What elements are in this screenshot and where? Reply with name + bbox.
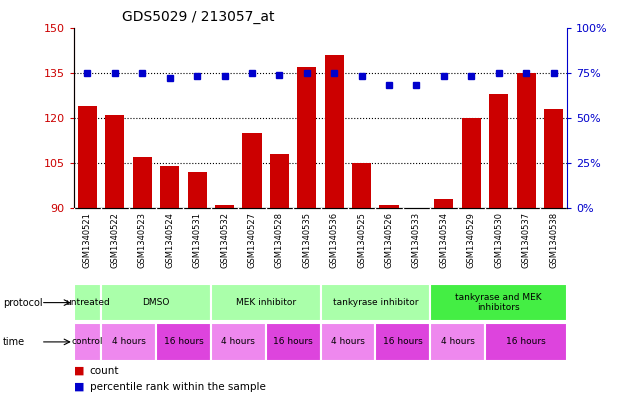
Bar: [156, 323, 211, 361]
Bar: [242, 133, 262, 208]
Bar: [133, 157, 152, 208]
Text: 16 hours: 16 hours: [506, 338, 546, 346]
Bar: [379, 205, 399, 208]
Bar: [270, 154, 289, 208]
Text: GSM1340524: GSM1340524: [165, 212, 174, 268]
Text: GSM1340536: GSM1340536: [329, 212, 338, 268]
Text: 16 hours: 16 hours: [273, 338, 313, 346]
Text: 4 hours: 4 hours: [331, 338, 365, 346]
Text: untreated: untreated: [65, 298, 110, 307]
Bar: [215, 205, 234, 208]
Bar: [376, 323, 430, 361]
Bar: [435, 199, 453, 208]
Bar: [211, 284, 320, 321]
Bar: [320, 284, 430, 321]
Bar: [544, 109, 563, 208]
Bar: [320, 323, 376, 361]
Bar: [462, 118, 481, 208]
Text: percentile rank within the sample: percentile rank within the sample: [90, 382, 265, 392]
Bar: [74, 284, 101, 321]
Bar: [517, 73, 536, 208]
Bar: [352, 163, 371, 208]
Text: 4 hours: 4 hours: [221, 338, 255, 346]
Text: 4 hours: 4 hours: [112, 338, 146, 346]
Bar: [297, 67, 317, 208]
Text: GSM1340523: GSM1340523: [138, 212, 147, 268]
Text: GSM1340529: GSM1340529: [467, 212, 476, 268]
Bar: [430, 284, 567, 321]
Bar: [101, 323, 156, 361]
Bar: [265, 323, 320, 361]
Text: GSM1340521: GSM1340521: [83, 212, 92, 268]
Text: GSM1340527: GSM1340527: [247, 212, 256, 268]
Text: control: control: [72, 338, 103, 346]
Text: GSM1340533: GSM1340533: [412, 212, 421, 268]
Text: GSM1340525: GSM1340525: [357, 212, 366, 268]
Text: ■: ■: [74, 382, 84, 392]
Text: GSM1340532: GSM1340532: [220, 212, 229, 268]
Text: GSM1340528: GSM1340528: [275, 212, 284, 268]
Text: GSM1340535: GSM1340535: [303, 212, 312, 268]
Bar: [211, 323, 265, 361]
Text: GSM1340530: GSM1340530: [494, 212, 503, 268]
Bar: [430, 323, 485, 361]
Text: ■: ■: [74, 366, 84, 376]
Bar: [105, 115, 124, 208]
Bar: [489, 94, 508, 208]
Bar: [188, 172, 206, 208]
Text: count: count: [90, 366, 119, 376]
Bar: [160, 166, 179, 208]
Text: protocol: protocol: [3, 298, 43, 308]
Text: GSM1340522: GSM1340522: [110, 212, 119, 268]
Text: 4 hours: 4 hours: [440, 338, 474, 346]
Text: 16 hours: 16 hours: [163, 338, 203, 346]
Bar: [78, 106, 97, 208]
Text: tankyrase inhibitor: tankyrase inhibitor: [333, 298, 418, 307]
Text: DMSO: DMSO: [142, 298, 170, 307]
Bar: [485, 323, 567, 361]
Text: time: time: [3, 337, 26, 347]
Text: GSM1340538: GSM1340538: [549, 212, 558, 268]
Text: GSM1340531: GSM1340531: [192, 212, 202, 268]
Bar: [324, 55, 344, 208]
Bar: [74, 323, 101, 361]
Text: GSM1340534: GSM1340534: [439, 212, 449, 268]
Text: GDS5029 / 213057_at: GDS5029 / 213057_at: [122, 10, 274, 24]
Text: MEK inhibitor: MEK inhibitor: [236, 298, 296, 307]
Bar: [101, 284, 211, 321]
Text: GSM1340537: GSM1340537: [522, 212, 531, 268]
Text: GSM1340526: GSM1340526: [385, 212, 394, 268]
Text: tankyrase and MEK
inhibitors: tankyrase and MEK inhibitors: [455, 293, 542, 312]
Text: 16 hours: 16 hours: [383, 338, 422, 346]
